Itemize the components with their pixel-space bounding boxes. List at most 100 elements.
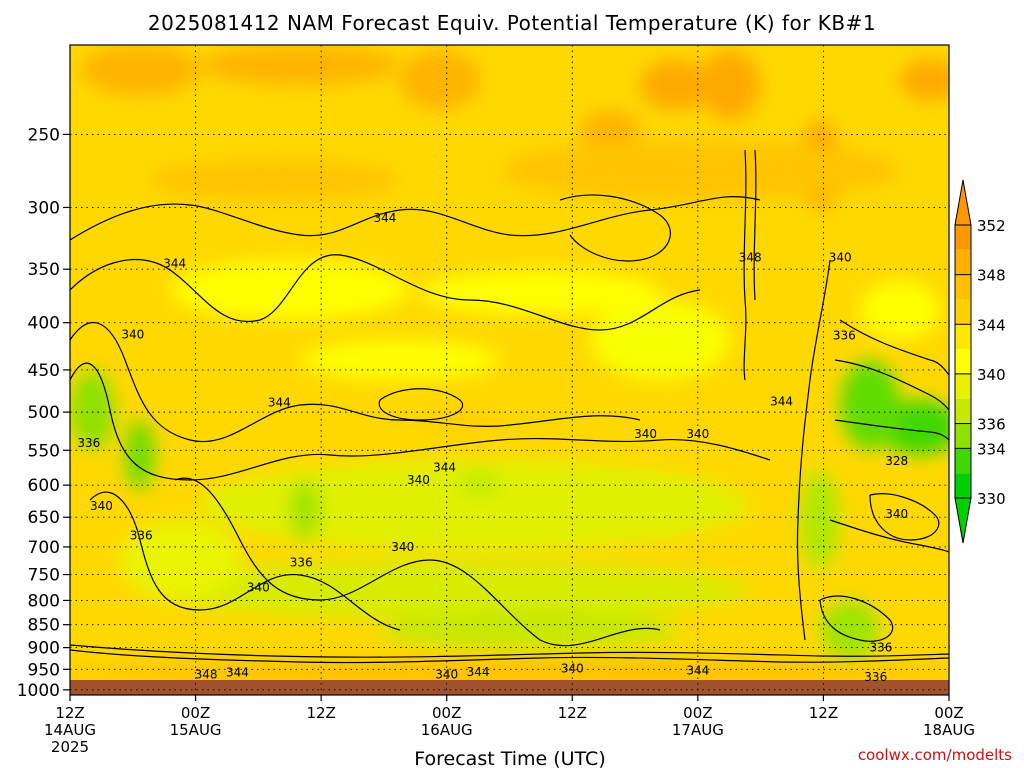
colorbar-segment: [955, 249, 971, 275]
contour-label: 340: [686, 427, 709, 441]
colorbar-label: 336: [977, 416, 1006, 434]
field-region: [125, 420, 155, 490]
y-tick-label: 300: [28, 198, 60, 218]
contour-line: [869, 493, 940, 541]
field-region: [860, 280, 940, 340]
contour-label: 340: [634, 427, 657, 441]
contour-line: [174, 477, 661, 647]
colorbar-label: 344: [977, 316, 1006, 334]
contour-label: 336: [864, 670, 887, 684]
ground-surface: [70, 680, 949, 695]
x-tick-label: 16AUG: [421, 721, 473, 739]
contour-label: 348: [195, 668, 218, 682]
y-tick-label: 900: [28, 639, 60, 659]
y-axis: 250 300 350 400 450 500 550 600 650 700 750 800 850 9…: [17, 125, 70, 701]
x-tick-label: 2025: [51, 738, 89, 756]
contour-label: 336: [130, 528, 153, 542]
x-tick-label: 00Z: [181, 704, 210, 722]
colorbar: 352 348 344 340 336 334 330: [954, 179, 1006, 544]
x-tick-label: 12Z: [809, 704, 838, 722]
colorbar-segment: [955, 448, 971, 474]
plot-area: [70, 45, 949, 695]
y-tick-label: 500: [28, 403, 60, 423]
x-tick-label: 12Z: [558, 704, 587, 722]
contour-label: 336: [870, 641, 893, 655]
contour-label: 340: [561, 661, 584, 675]
field-region: [300, 340, 500, 380]
field-region: [820, 600, 880, 660]
field-region: [290, 480, 320, 540]
contour-line: [70, 254, 701, 331]
contour-label: 348: [739, 251, 762, 265]
contour-labels: 344 344 340 336 340 336 344 340 336 340 344 340 340 3…: [77, 211, 908, 684]
field-region: [640, 60, 710, 110]
contour-line: [378, 388, 464, 421]
colorbar-label: 340: [977, 366, 1006, 384]
contour-label: 344: [163, 256, 186, 270]
contour-label: 340: [90, 499, 113, 513]
contour-label: 344: [686, 664, 709, 678]
y-tick-label: 650: [28, 508, 60, 528]
y-tick-label: 400: [28, 314, 60, 334]
contour-label: 336: [290, 556, 313, 570]
y-tick-label: 450: [28, 361, 60, 381]
colorbar-segment: [955, 225, 971, 250]
field-region: [120, 520, 240, 600]
contour-line: [829, 519, 949, 553]
colorbar-label: 334: [977, 440, 1006, 458]
field-region: [840, 360, 900, 450]
contour-label: 340: [435, 667, 458, 681]
contour-line: [70, 362, 771, 481]
contour-line: [70, 196, 761, 241]
contour-line: [70, 644, 949, 658]
colorbar-segment: [955, 473, 971, 498]
contour-line: [796, 259, 831, 641]
colorbar-segment: [955, 299, 971, 325]
x-tick-label: 15AUG: [170, 721, 222, 739]
field-region: [200, 45, 400, 85]
field-region: [200, 460, 750, 550]
x-tick-label: 00Z: [432, 704, 461, 722]
x-tick-label: 12Z: [55, 704, 84, 722]
contour-label: 344: [374, 211, 397, 225]
field-region: [420, 270, 660, 315]
field-region: [590, 300, 730, 380]
y-tick-label: 700: [28, 538, 60, 558]
field-region: [150, 560, 750, 620]
colorbar-segment: [955, 274, 971, 300]
y-tick-label: 350: [28, 260, 60, 280]
y-tick-label: 800: [28, 591, 60, 611]
credit-link[interactable]: coolwx.com/modelts: [858, 746, 1012, 764]
field-region: [420, 410, 500, 430]
colorbar-segment: [955, 373, 971, 399]
contour-label: 340: [247, 581, 270, 595]
contour-line: [834, 419, 949, 441]
x-tick-label: 14AUG: [44, 721, 96, 739]
contour-line: [819, 595, 894, 642]
y-tick-label: 950: [28, 660, 60, 680]
chart-title: 2025081412 NAM Forecast Equiv. Potential…: [148, 11, 876, 35]
contour-line: [834, 359, 949, 411]
contour-label: 340: [885, 507, 908, 521]
field-region: [150, 160, 400, 200]
y-tick-label: 750: [28, 566, 60, 586]
contour-label: 336: [833, 329, 856, 343]
field-region: [800, 470, 840, 570]
contour-label: 344: [433, 460, 456, 474]
contour-label: 340: [121, 328, 144, 342]
colorbar-segment: [955, 349, 971, 374]
colorbar-top-arrow: [954, 179, 972, 226]
contour-label: 344: [770, 395, 793, 409]
contour-label: 340: [829, 251, 852, 265]
colorbar-segment: [955, 324, 971, 350]
y-tick-label: 1000: [17, 681, 60, 701]
colorbar-label: 352: [977, 217, 1006, 235]
field-region: [70, 660, 949, 685]
field-region: [460, 470, 500, 495]
contour-line: [743, 149, 747, 381]
contour-label: 328: [885, 454, 908, 468]
contour-label: 344: [226, 666, 249, 680]
contour-label: 340: [391, 540, 414, 554]
field-region: [700, 50, 760, 120]
y-tick-label: 550: [28, 441, 60, 461]
